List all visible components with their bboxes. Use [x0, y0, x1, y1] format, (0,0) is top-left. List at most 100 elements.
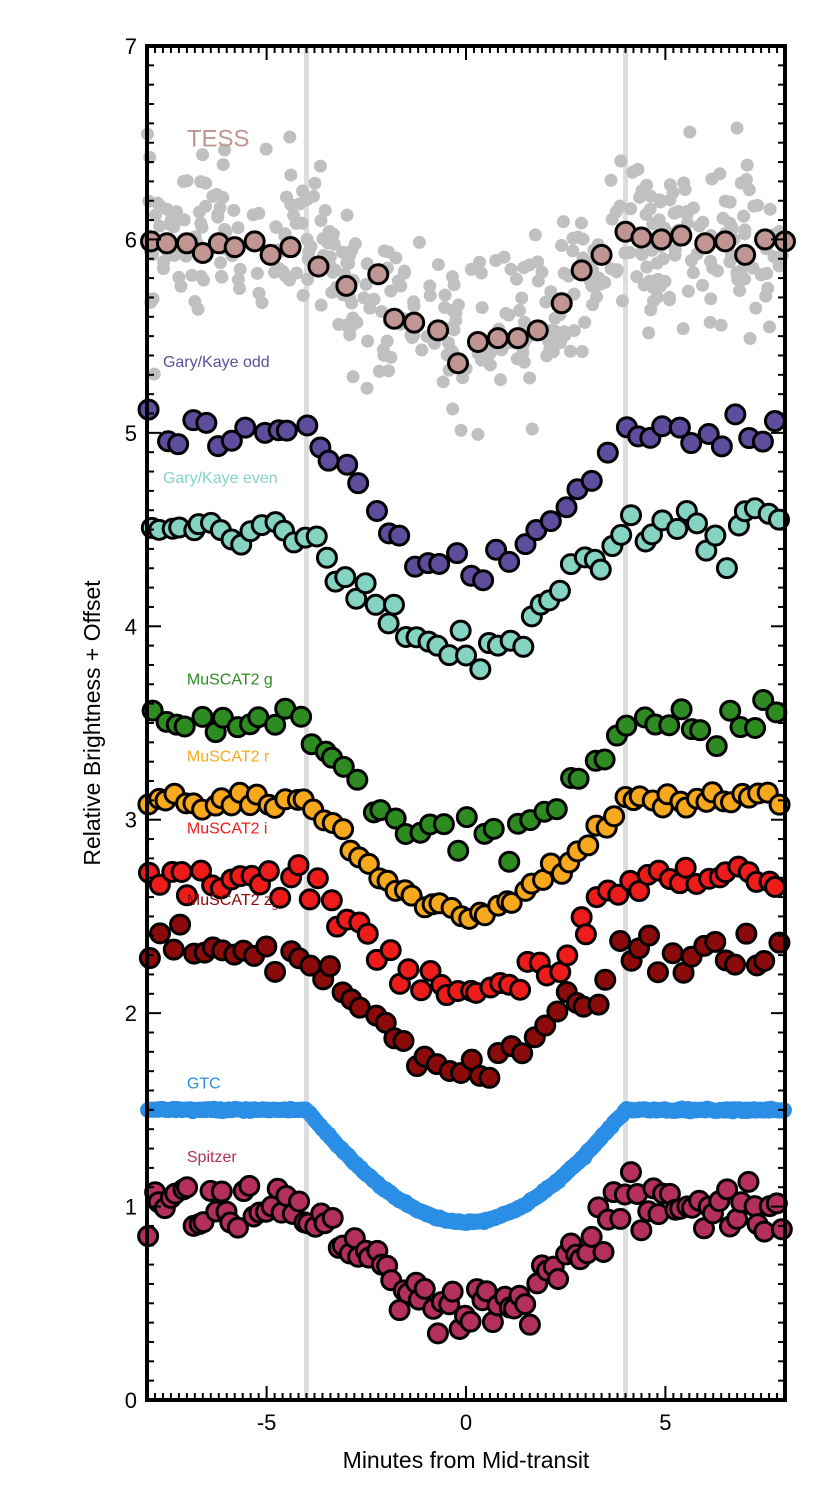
data-point — [620, 504, 643, 527]
data-point — [469, 658, 492, 681]
data-point — [498, 550, 521, 573]
tess-unbinned-point — [733, 284, 747, 298]
tess-unbinned-point — [605, 212, 619, 226]
tess-unbinned-point — [194, 216, 208, 230]
tess-unbinned-point — [624, 202, 638, 216]
tess-unbinned-point — [767, 250, 781, 264]
data-point — [264, 960, 287, 983]
data-point — [668, 416, 691, 439]
tess-unbinned-point — [763, 320, 777, 334]
data-point — [658, 714, 681, 737]
data-point — [548, 579, 571, 602]
data-point — [704, 524, 727, 547]
data-point — [545, 798, 568, 821]
data-point — [596, 441, 619, 464]
data-point — [734, 243, 757, 266]
tess-unbinned-point — [377, 244, 391, 258]
tess-unbinned-point — [640, 260, 654, 274]
data-point — [592, 1240, 615, 1263]
tess-unbinned-point — [713, 167, 727, 181]
data-point — [686, 512, 709, 535]
tess-unbinned-point — [357, 291, 371, 305]
data-point — [459, 1310, 482, 1333]
data-point — [567, 767, 590, 790]
tess-unbinned-point — [147, 367, 161, 381]
tess-unbinned-point — [255, 296, 269, 310]
tess-unbinned-point — [615, 294, 629, 308]
tess-unbinned-point — [363, 301, 377, 315]
series-label: Spitzer — [187, 1149, 237, 1166]
tess-unbinned-point — [743, 331, 757, 345]
tess-unbinned-point — [177, 213, 191, 227]
data-point — [593, 748, 616, 771]
tess-unbinned-point — [308, 176, 322, 190]
series-label: GTC — [187, 1076, 221, 1093]
data-point — [765, 701, 788, 724]
x-tick-label: 0 — [460, 1410, 472, 1435]
data-point — [298, 888, 321, 911]
data-point — [269, 886, 292, 909]
data-point — [392, 1029, 415, 1052]
tess-unbinned-point — [546, 345, 560, 359]
tess-unbinned-point — [575, 345, 589, 359]
series-label: MuSCAT2 i — [187, 820, 268, 837]
data-point — [307, 255, 330, 278]
tess-unbinned-point — [676, 322, 690, 336]
data-point — [427, 319, 450, 342]
data-point — [512, 635, 535, 658]
tess-unbinned-point — [301, 272, 315, 286]
tess-unbinned-point — [314, 298, 328, 312]
data-point — [486, 327, 509, 350]
data-point — [546, 1000, 569, 1023]
data-point — [306, 867, 329, 890]
data-point — [305, 525, 328, 548]
data-point — [587, 993, 610, 1016]
tess-unbinned-point — [504, 262, 518, 276]
tess-unbinned-point — [227, 203, 241, 217]
tess-unbinned-point — [167, 216, 181, 230]
data-point — [379, 939, 402, 962]
data-point — [650, 228, 673, 251]
tess-unbinned-point — [609, 265, 623, 279]
series-label-text: MuSCAT2 r — [187, 749, 270, 766]
tess-unbinned-point — [671, 204, 685, 218]
tess-unbinned-point — [213, 256, 227, 270]
data-point — [377, 612, 400, 635]
data-point — [234, 416, 257, 439]
tess-unbinned-point — [539, 295, 553, 309]
tess-unbinned-point — [740, 158, 754, 172]
data-point — [550, 292, 573, 315]
tess-unbinned-point — [635, 248, 649, 262]
series-gtc — [140, 1100, 792, 1231]
tess-unbinned-point — [194, 269, 208, 283]
data-point — [220, 429, 243, 452]
data-point — [764, 875, 787, 898]
data-point — [441, 1280, 464, 1303]
tess-unbinned-point — [663, 178, 677, 192]
tess-unbinned-point — [640, 178, 654, 192]
data-point — [191, 241, 214, 264]
data-point — [264, 713, 287, 736]
data-point — [428, 552, 451, 575]
data-point — [255, 935, 278, 958]
data-point — [320, 889, 343, 912]
data-point — [397, 958, 420, 981]
tess-unbinned-point — [150, 196, 164, 210]
data-point — [661, 942, 684, 965]
data-point — [689, 719, 712, 742]
data-point — [547, 1268, 570, 1291]
data-point — [357, 852, 380, 875]
series-label-text: Gary/Kaye even — [163, 470, 278, 487]
tess-unbinned-point — [626, 165, 640, 179]
tess-unbinned-point — [751, 198, 765, 212]
series-gary-kaye-odd — [137, 398, 786, 592]
tess-unbinned-point — [723, 195, 737, 209]
data-point — [138, 947, 161, 970]
data-point — [630, 226, 653, 249]
series-spitzer — [137, 1161, 793, 1345]
data-point — [210, 1180, 233, 1203]
tess-unbinned-point — [555, 239, 569, 253]
data-point — [770, 1218, 793, 1241]
tess-unbinned-point — [318, 203, 332, 217]
data-point — [753, 949, 776, 972]
